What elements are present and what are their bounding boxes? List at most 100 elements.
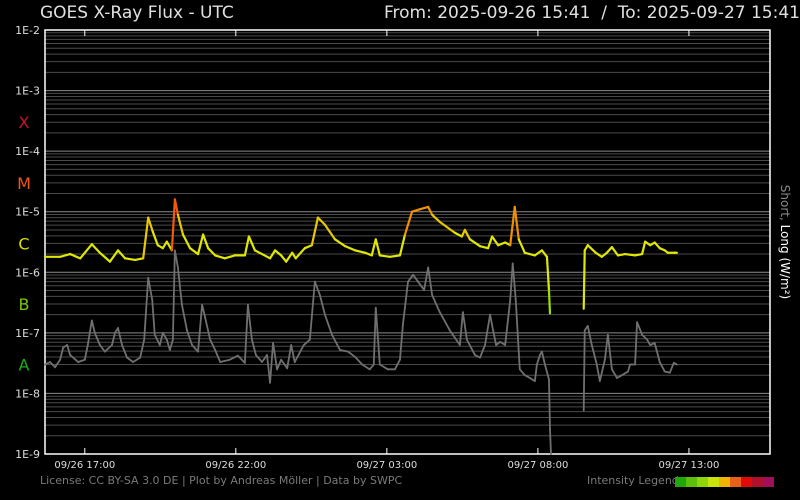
short-series-segment [533, 363, 538, 382]
short-series-segment [407, 273, 414, 283]
short-series-segment [641, 333, 649, 341]
short-series-segment [402, 280, 409, 325]
short-series-segment [290, 344, 296, 363]
long-series-segment [98, 251, 112, 263]
flare-class-label: A [19, 356, 30, 375]
long-series-segment [497, 241, 507, 247]
y-tick-label: 1E-9 [15, 448, 40, 461]
short-series-segment [251, 338, 257, 356]
legend-swatch [708, 477, 719, 487]
long-series-segment [173, 198, 180, 216]
long-series-segment [653, 241, 661, 250]
y-tick-label: 1E-7 [15, 327, 40, 340]
short-series-segment [272, 342, 279, 371]
short-series-segment [611, 368, 618, 379]
short-series-segment [165, 338, 171, 351]
long-series-segment [196, 233, 205, 256]
x-tick-label: 09/27 03:00 [356, 460, 417, 471]
short-series-segment [143, 276, 150, 341]
long-series-segment [594, 251, 603, 258]
short-series-segment [261, 354, 268, 363]
y-tick-label: 1E-5 [15, 206, 40, 219]
legend-swatch [730, 477, 741, 487]
short-series-segment [372, 306, 377, 366]
short-series-segment [417, 280, 426, 291]
long-series-segment [523, 251, 536, 257]
short-series-segment [354, 356, 364, 366]
short-series-segment [308, 280, 316, 341]
long-series-segment [151, 230, 159, 247]
long-series-segment [374, 238, 381, 257]
long-series-segment [633, 252, 644, 257]
short-series-segment [606, 333, 613, 371]
long-series-segment [490, 235, 500, 247]
short-series-segment [158, 331, 164, 346]
short-series-segment [236, 354, 246, 364]
long-series-segment [517, 238, 526, 254]
flare-class-label: C [18, 234, 29, 253]
long-series-segment [142, 216, 150, 260]
short-series-segment [153, 333, 161, 346]
short-series-segment [132, 356, 142, 363]
short-series-segment [86, 319, 93, 346]
short-series-segment [98, 344, 106, 353]
long-series-segment [69, 252, 82, 260]
flare-class-label: X [19, 113, 30, 132]
short-series-segment [228, 354, 239, 361]
short-series-segment [293, 344, 305, 363]
short-series-segment [269, 342, 274, 384]
long-series-segment [223, 254, 236, 260]
y-tick-label: 1E-4 [15, 145, 40, 158]
short-series-segment [302, 338, 311, 346]
long-series-segment [641, 240, 647, 256]
long-series-segment [285, 251, 294, 263]
short-series-segment [484, 313, 491, 346]
short-series-segment [77, 358, 86, 363]
long-series-segment [79, 243, 93, 260]
long-series-segment [586, 244, 597, 254]
long-series-segment [247, 235, 257, 252]
long-series-segment [134, 257, 145, 262]
short-series-segment [126, 356, 135, 363]
long-series-segment [547, 289, 552, 315]
legend-swatch [697, 477, 708, 487]
short-series-segment [658, 361, 666, 373]
short-series-segment [668, 361, 675, 374]
short-series-segment [44, 361, 51, 366]
short-series-segment [535, 354, 541, 366]
long-series-segment [343, 245, 357, 252]
short-series-segment [438, 311, 451, 332]
short-series-segment [394, 358, 401, 371]
long-series-segment [90, 243, 101, 254]
short-series-segment [621, 370, 629, 377]
long-series-segment [605, 246, 614, 254]
short-series-segment [347, 350, 357, 358]
long-series-segment [438, 220, 456, 234]
intensity-legend-label: Intensity Legend [587, 474, 679, 487]
chart-title: GOES X-Ray Flux - UTC [40, 3, 234, 23]
short-series-segment [653, 342, 661, 363]
short-series-segment [474, 354, 481, 359]
short-series-segment [431, 294, 441, 314]
short-series-segment [104, 344, 113, 353]
long-series-segment [280, 254, 288, 263]
short-series-segment [324, 313, 333, 336]
y-tick-label: 1E-6 [15, 266, 40, 279]
long-series-segment [108, 249, 120, 263]
short-series-segment [168, 338, 174, 351]
long-series-segment [545, 255, 551, 292]
short-series-segment [286, 344, 293, 370]
short-series-segment [214, 349, 222, 363]
short-series-segment [378, 363, 389, 371]
short-series-segment [461, 311, 468, 341]
short-series-segment [368, 363, 375, 371]
long-series-segment [260, 252, 272, 260]
legend-swatch [719, 477, 730, 487]
short-series-segment [582, 329, 586, 412]
short-series-segment [544, 363, 550, 381]
short-series-segment [339, 349, 349, 353]
long-series-segment [582, 249, 586, 310]
x-tick-label: 09/27 08:00 [507, 460, 568, 471]
long-series-segment [201, 233, 210, 250]
